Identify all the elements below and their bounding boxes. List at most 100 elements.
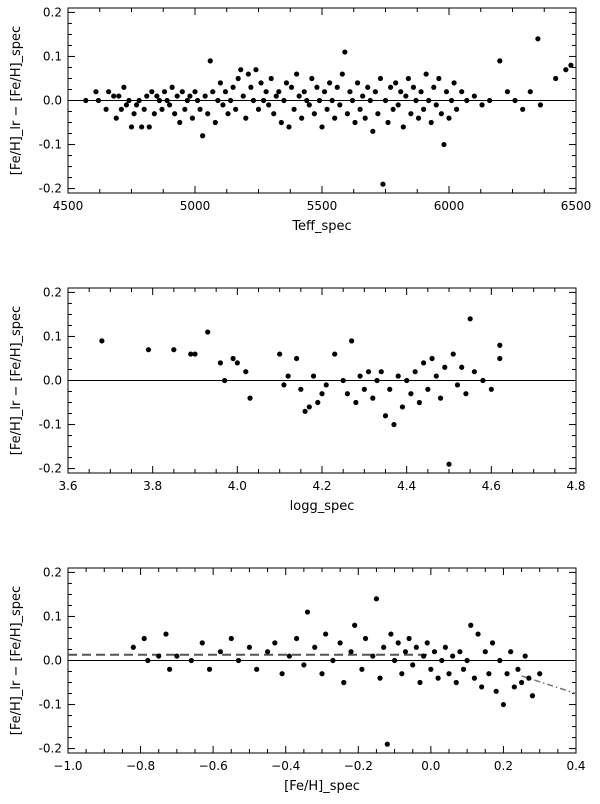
teff-data-point: [139, 124, 145, 130]
teff-x-tick-label: 6000: [434, 199, 465, 213]
teff-data-point: [222, 89, 229, 95]
feh-data-point: [323, 631, 329, 637]
logg-x-tick-label: 3.8: [143, 479, 162, 493]
logg-data-point: [145, 347, 152, 353]
feh-data-point: [370, 653, 376, 659]
teff-data-point: [296, 93, 302, 99]
teff-y-tick-label: 0.1: [43, 49, 62, 63]
teff-data-point: [294, 71, 300, 77]
teff-data-point: [349, 97, 356, 104]
teff-data-point: [375, 111, 381, 117]
teff-data-point: [266, 102, 272, 108]
teff-data-point: [360, 93, 366, 99]
teff-data-point: [238, 67, 244, 73]
teff-data-point: [250, 97, 257, 104]
feh-data-point: [352, 622, 358, 628]
logg-data-point: [222, 377, 228, 384]
feh-data-point: [391, 657, 398, 664]
teff-data-point: [398, 89, 404, 95]
teff-data-point: [535, 36, 541, 42]
feh-data-point: [489, 640, 496, 646]
teff-data-point: [278, 119, 284, 126]
teff-data-point: [179, 89, 185, 95]
logg-data-point: [344, 391, 350, 397]
teff-data-point: [324, 106, 330, 112]
logg-y-tick-label: 0.0: [43, 374, 62, 388]
logg-data-point: [323, 382, 329, 388]
feh-data-point: [508, 649, 514, 655]
teff-data-point: [240, 93, 246, 99]
teff-data-point: [225, 111, 231, 117]
teff-data-point: [283, 80, 290, 86]
teff-data-point: [159, 106, 165, 112]
panel-feh: −1.0 −0.8 −0.6 −0.4 −0.2 0.0 0.2 0.4 -0.2 -0.1 0.0…: [9, 565, 586, 794]
teff-data-point: [217, 80, 223, 86]
feh-data-point: [384, 741, 390, 747]
feh-data-point: [424, 640, 430, 646]
teff-data-point: [263, 89, 269, 95]
logg-x-tick-label: 4.0: [228, 479, 247, 493]
teff-data-point: [121, 84, 127, 90]
teff-data-point: [415, 115, 422, 121]
teff-data-point: [395, 102, 401, 108]
logg-data-point: [302, 408, 308, 414]
teff-data-point: [479, 102, 485, 108]
teff-data-point: [347, 89, 353, 95]
logg-data-point: [306, 404, 312, 410]
teff-data-point: [403, 93, 409, 99]
feh-data-point: [206, 666, 213, 672]
teff-data-point: [441, 141, 447, 148]
teff-data-point: [192, 89, 198, 95]
feh-data-point: [421, 653, 427, 659]
feh-data-point: [294, 635, 300, 642]
teff-data-point: [161, 89, 168, 95]
teff-data-point: [268, 75, 274, 82]
feh-data-point: [141, 635, 147, 642]
teff-data-point: [459, 89, 465, 95]
teff-data-point: [184, 97, 190, 104]
teff-data-point: [454, 106, 460, 112]
teff-data-point: [172, 111, 178, 117]
teff-x-tick-label: 5500: [307, 199, 338, 213]
teff-data-point: [537, 102, 544, 108]
teff-data-point: [311, 111, 317, 117]
feh-data-point: [417, 679, 423, 686]
feh-y-tick-label: -0.2: [39, 742, 62, 756]
feh-data-point: [217, 649, 223, 655]
logg-data-point: [488, 386, 494, 392]
logg-data-point: [437, 395, 444, 401]
feh-data-point: [341, 679, 347, 686]
logg-data-point: [357, 373, 363, 379]
feh-data-point: [504, 671, 510, 677]
logg-x-tick-label: 3.6: [58, 479, 77, 493]
teff-data-point: [260, 97, 267, 104]
feh-data-point: [431, 649, 438, 655]
logg-data-point: [421, 360, 427, 366]
teff-data-point: [377, 75, 384, 82]
feh-y-tick-label: 0.0: [43, 654, 62, 668]
logg-y-tick-label: 0.2: [43, 285, 62, 299]
teff-data-point: [202, 93, 208, 99]
teff-data-point: [111, 93, 117, 99]
feh-data-point: [337, 640, 343, 646]
teff-data-point: [553, 75, 559, 82]
feh-data-point: [522, 653, 528, 659]
teff-data-point: [334, 84, 340, 90]
logg-data-point: [277, 351, 283, 357]
feh-data-point: [446, 671, 452, 677]
feh-data-point: [399, 671, 405, 677]
teff-data-point: [512, 97, 518, 104]
teff-data-point: [187, 93, 193, 99]
teff-data-point: [230, 84, 236, 90]
teff-data-point: [431, 84, 437, 90]
feh-y-tick-label: 0.1: [43, 609, 62, 623]
logg-x-tick-label: 4.2: [312, 479, 331, 493]
teff-data-point: [95, 97, 102, 104]
teff-data-point: [169, 84, 175, 90]
logg-data-point: [433, 373, 439, 379]
teff-data-point: [451, 80, 457, 86]
logg-data-point: [497, 342, 503, 348]
logg-y-tick-label: 0.1: [43, 329, 62, 343]
feh-data-point: [475, 631, 481, 637]
teff-data-point: [380, 181, 386, 187]
